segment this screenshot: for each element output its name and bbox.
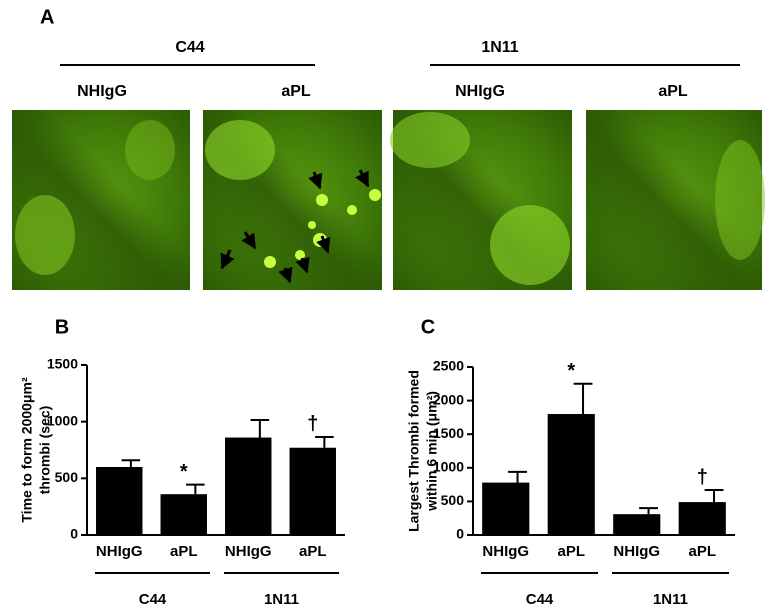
significance-mark: * (180, 461, 188, 483)
y-tick-label: 1500 (47, 356, 78, 372)
y-tick-label: 1500 (433, 425, 464, 441)
condition-label: NHIgG (455, 83, 505, 100)
x-tick-label: NHIgG (482, 543, 529, 560)
y-axis-label: thrombi (sec) (37, 406, 53, 495)
x-tick-label: aPL (557, 543, 585, 560)
condition-label: aPL (281, 83, 311, 100)
condition-label: NHIgG (77, 83, 127, 100)
x-tick-label: aPL (170, 543, 198, 560)
x-tick-label: aPL (299, 543, 327, 560)
bar (96, 467, 143, 535)
significance-mark: * (567, 360, 575, 382)
y-axis-label: Largest Thrombi formed (406, 370, 422, 532)
significance-mark: † (307, 413, 318, 435)
condition-label: aPL (658, 83, 688, 100)
y-axis-label: Time to form 2000μm² (19, 377, 35, 523)
micrographs (12, 110, 765, 290)
y-tick-label: 1000 (433, 459, 464, 475)
x-tick-label: NHIgG (225, 543, 272, 560)
bar (547, 414, 595, 535)
x-tick-label: NHIgG (613, 543, 660, 560)
bar (482, 482, 530, 535)
x-tick-label: aPL (688, 543, 716, 560)
group-label: C44 (139, 591, 167, 608)
y-tick-label: 500 (441, 492, 465, 508)
y-tick-label: 2500 (433, 358, 464, 374)
group-label: C44 (526, 591, 554, 608)
bar (225, 437, 272, 535)
group-label: C44 (175, 39, 204, 56)
y-tick-label: 0 (70, 526, 78, 542)
group-label: 1N11 (264, 591, 299, 608)
group-label: 1N11 (481, 39, 518, 56)
y-axis-label: within 6 min (μm²) (424, 391, 440, 512)
y-tick-label: 0 (456, 526, 464, 542)
x-tick-label: NHIgG (96, 543, 143, 560)
panel-label: A (40, 6, 54, 28)
y-tick-label: 1000 (47, 412, 78, 428)
bar (289, 447, 336, 535)
group-label: 1N11 (653, 591, 688, 608)
panel-label: B (55, 316, 69, 338)
y-tick-label: 500 (55, 469, 79, 485)
y-tick-label: 2000 (433, 391, 464, 407)
significance-mark: † (697, 466, 708, 488)
bar (160, 494, 207, 535)
bar (613, 514, 661, 535)
panel-label: C (421, 316, 435, 338)
bar (678, 502, 726, 535)
